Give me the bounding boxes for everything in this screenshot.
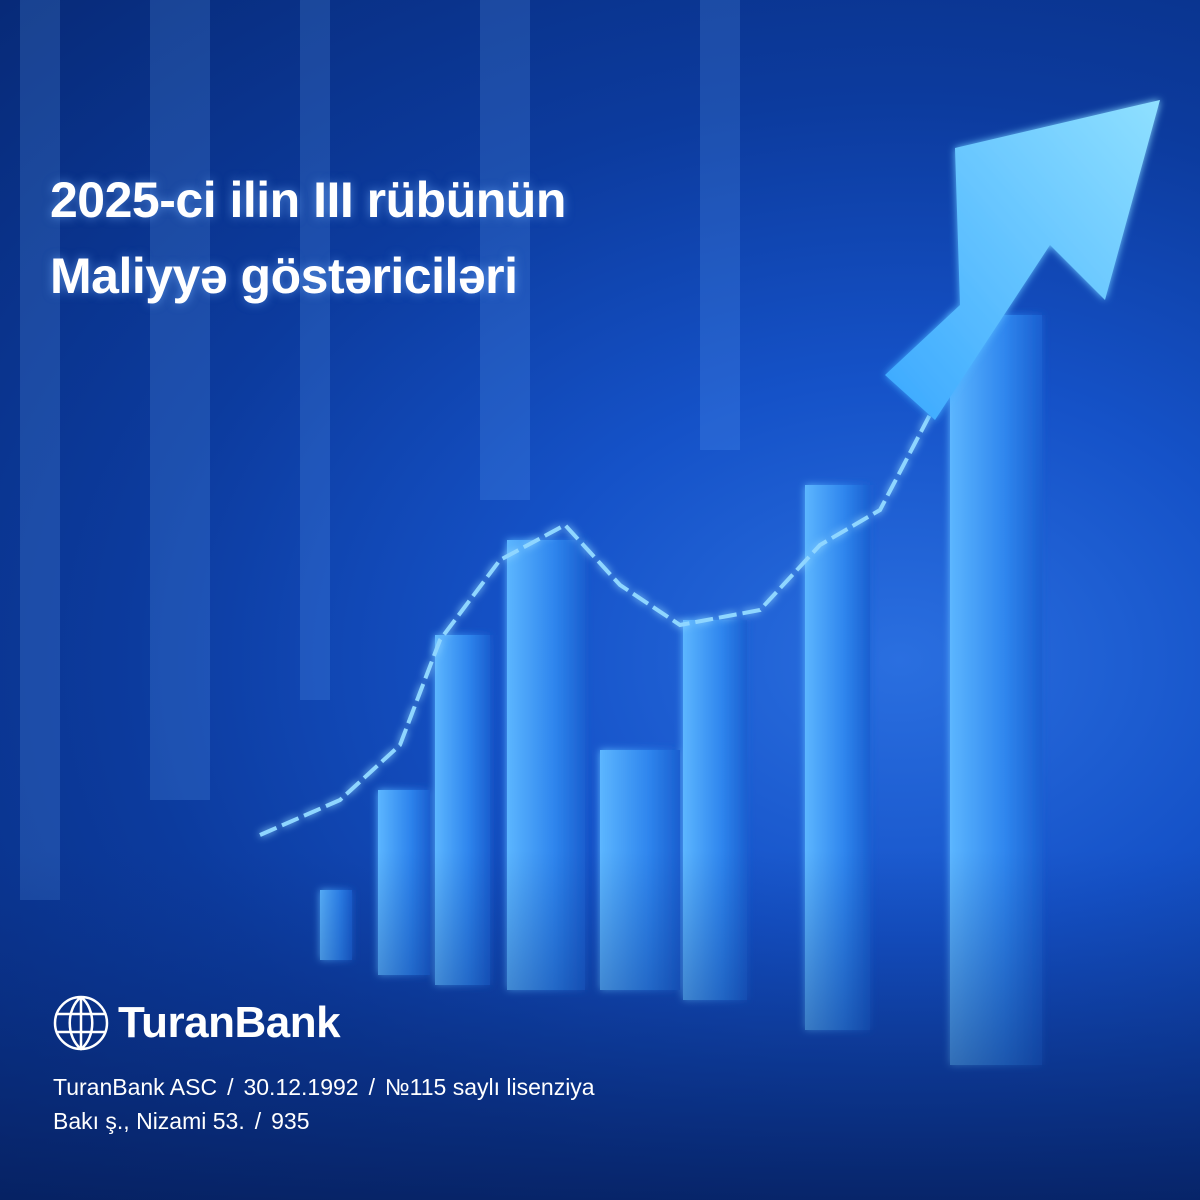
headline-line-2: Maliyyə göstəriciləri: [50, 248, 518, 304]
company-name: TuranBank ASC: [53, 1074, 218, 1100]
headline: 2025-ci ilin III rübünün Maliyyə göstəri…: [50, 162, 566, 314]
globe-icon: [53, 995, 109, 1051]
headline-line-1: 2025-ci ilin III rübünün: [50, 172, 566, 228]
license: №115 saylı lisenziya: [384, 1074, 595, 1100]
background-light-columns: [20, 0, 740, 900]
founding-date: 30.12.1992: [243, 1074, 359, 1100]
trend-line: [259, 404, 937, 837]
company-info: TuranBank ASC / 30.12.1992 / №115 saylı lise…: [53, 1070, 595, 1138]
info-line-1: TuranBank ASC / 30.12.1992 / №115 saylı lise…: [53, 1070, 595, 1104]
info-line-2: Bakı ş., Nizami 53. / 935: [53, 1104, 595, 1138]
address: Bakı ş., Nizami 53.: [53, 1108, 245, 1134]
separator: /: [368, 1074, 375, 1100]
growth-arrow-icon: [885, 100, 1160, 420]
separator: /: [227, 1074, 234, 1100]
brand-name: TuranBank: [118, 998, 341, 1047]
separator: /: [254, 1108, 262, 1134]
phone: 935: [271, 1108, 310, 1134]
bottom-fade-overlay: [0, 850, 1200, 1200]
turanbank-logo: TuranBank: [52, 994, 341, 1052]
